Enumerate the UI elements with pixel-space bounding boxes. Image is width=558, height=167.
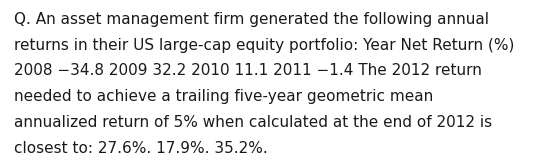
Text: annualized return of 5% when calculated at the end of 2012 is: annualized return of 5% when calculated … <box>14 115 492 130</box>
Text: returns in their US large-cap equity portfolio: Year Net Return (%): returns in their US large-cap equity por… <box>14 38 514 53</box>
Text: 2008 −34.8 2009 32.2 2010 11.1 2011 −1.4 The 2012 return: 2008 −34.8 2009 32.2 2010 11.1 2011 −1.4… <box>14 63 482 78</box>
Text: Q. An asset management firm generated the following annual: Q. An asset management firm generated th… <box>14 12 489 27</box>
Text: closest to: 27.6%. 17.9%. 35.2%.: closest to: 27.6%. 17.9%. 35.2%. <box>14 141 268 156</box>
Text: needed to achieve a trailing five-year geometric mean: needed to achieve a trailing five-year g… <box>14 89 433 104</box>
